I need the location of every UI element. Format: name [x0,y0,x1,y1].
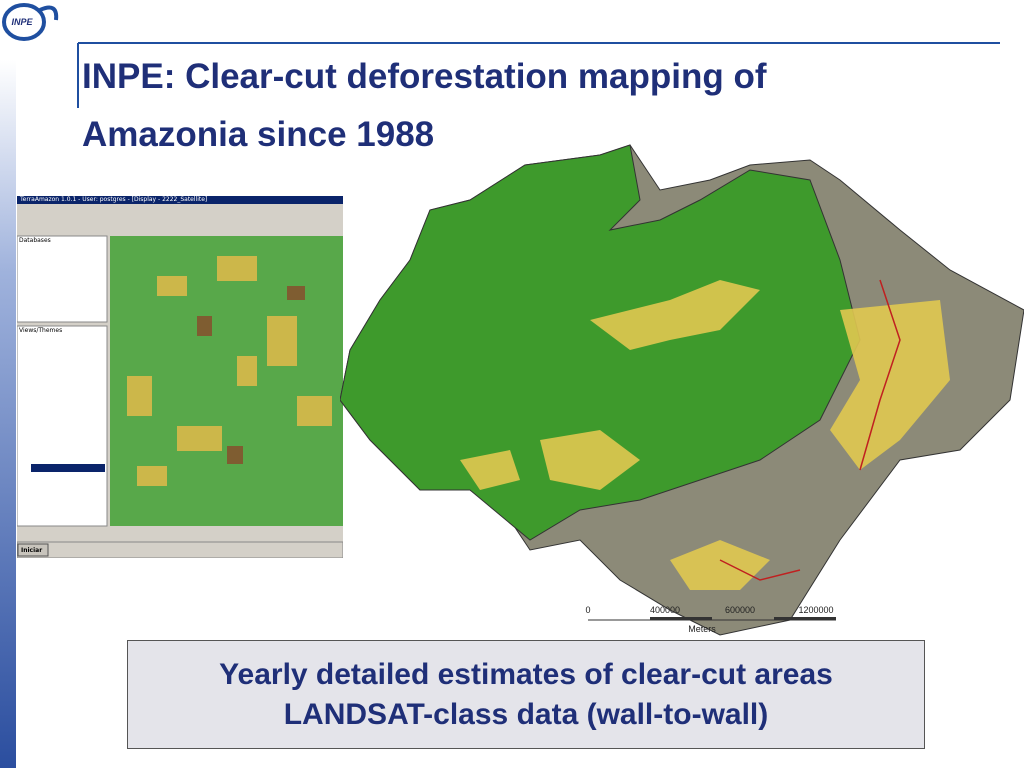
side-bar [0,60,16,768]
software-screenshot: TerraAmazon 1.0.1 - User: postgres - [Di… [17,196,343,558]
logo-text: INPE [11,17,33,27]
title-line: INPE: Clear-cut deforestation mapping of [82,57,767,96]
title-line: Amazonia since 1988 [82,115,435,154]
window-title: TerraAmazon 1.0.1 - User: postgres - [Di… [19,196,207,203]
scale-label: 600000 [725,605,755,615]
caption-line: Yearly detailed estimates of clear-cut a… [219,658,833,691]
title: INPE: Clear-cut deforestation mapping of… [82,48,767,164]
panel-title: Views/Themes [19,327,62,334]
title-rule [77,42,1000,108]
scale-unit: Meters [688,624,716,634]
logo: INPE [2,3,59,41]
caption-line: LANDSAT-class data (wall-to-wall) [283,698,769,731]
panel-title: Databases [19,237,51,244]
scale-label: 400000 [650,605,680,615]
caption-box: Yearly detailed estimates of clear-cut a… [127,640,925,749]
deforestation-map: 0 400000 600000 1200000 Meters [340,144,1024,636]
start-button: Iniciar [21,547,42,554]
scale-label: 0 [585,605,590,615]
scale-label: 1200000 [798,605,833,615]
